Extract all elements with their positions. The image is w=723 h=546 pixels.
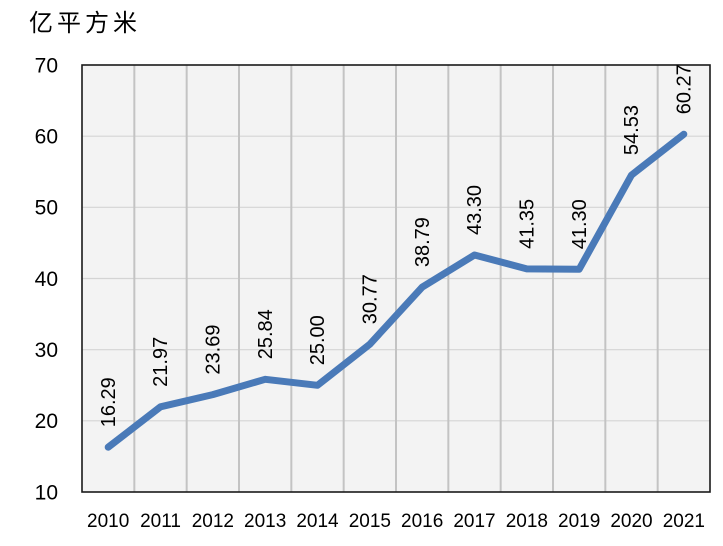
x-axis-tick-label: 2013 — [244, 511, 286, 532]
y-axis-tick-label: 10 — [35, 481, 58, 504]
x-axis-tick-label: 2016 — [401, 511, 443, 532]
y-axis-tick-label: 20 — [35, 410, 58, 433]
y-axis-tick-label: 50 — [35, 197, 58, 220]
x-axis-tick-label: 2012 — [192, 511, 234, 532]
data-point-label: 16.29 — [98, 377, 120, 427]
data-point-label: 23.69 — [202, 325, 224, 375]
x-axis-tick-label: 2014 — [296, 511, 339, 532]
y-axis-tick-label: 30 — [35, 339, 58, 362]
data-point-label: 41.30 — [569, 199, 591, 249]
x-axis-tick-label: 2015 — [349, 511, 391, 532]
data-point-label: 38.79 — [412, 217, 434, 267]
x-axis-tick-label: 2018 — [506, 511, 548, 532]
x-axis-tick-label: 2010 — [87, 511, 129, 532]
axis-unit-label: 亿平方米 — [29, 11, 141, 37]
data-point-label: 30.77 — [359, 274, 381, 324]
data-point-label: 25.84 — [255, 309, 277, 359]
x-axis-tick-label: 2011 — [140, 511, 181, 532]
x-axis-tick-label: 2017 — [453, 511, 495, 532]
x-axis-tick-label: 2020 — [610, 511, 652, 532]
y-axis-tick-label: 40 — [35, 268, 58, 291]
x-axis-tick-label: 2019 — [558, 511, 600, 532]
data-series-line — [104, 130, 688, 451]
data-point-label: 21.97 — [150, 337, 172, 387]
y-axis-tick-label: 70 — [35, 54, 58, 77]
data-point-label: 60.27 — [673, 64, 695, 114]
y-axis-tick-label: 60 — [35, 126, 58, 149]
x-axis-tick-label: 2021 — [663, 511, 705, 532]
data-point-label: 43.30 — [464, 185, 486, 235]
plot-border — [81, 64, 711, 493]
data-point-label: 25.00 — [307, 315, 329, 365]
data-point-label: 54.53 — [621, 105, 643, 155]
data-point-label: 41.35 — [516, 199, 538, 249]
